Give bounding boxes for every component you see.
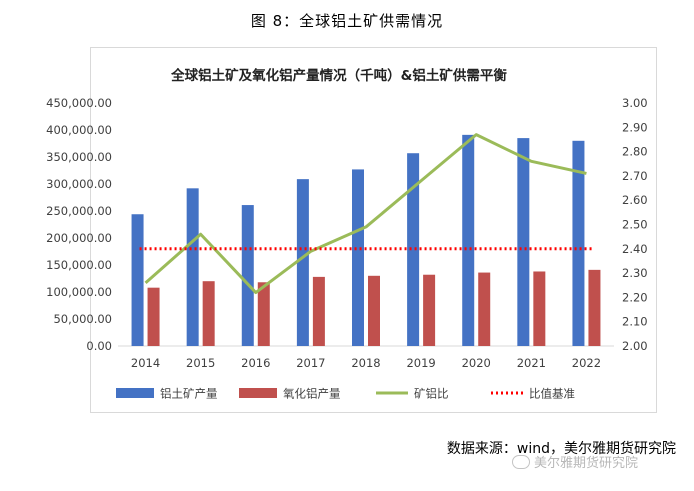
y-left-tick-label: 100,000.00 xyxy=(46,285,112,299)
legend-swatch xyxy=(116,388,154,398)
y-right-tick-label: 2.00 xyxy=(622,339,648,353)
y-right-tick-label: 2.10 xyxy=(622,315,648,329)
bar-bauxite xyxy=(241,205,254,346)
chart-frame xyxy=(90,47,657,413)
bar-alumina xyxy=(423,274,436,346)
bar-alumina xyxy=(588,269,601,346)
watermark: 美尔雅期货研究院 xyxy=(512,452,638,471)
bar-bauxite xyxy=(352,169,364,346)
bar-alumina xyxy=(478,272,491,346)
x-tick-label: 2021 xyxy=(517,356,546,370)
y-left-tick-label: 250,000.00 xyxy=(46,204,112,218)
bar-bauxite xyxy=(517,138,530,346)
y-left-tick-label: 50,000.00 xyxy=(53,312,112,326)
bar-bauxite xyxy=(462,134,475,346)
bar-bauxite xyxy=(296,179,309,346)
y-right-tick-label: 2.60 xyxy=(622,193,648,207)
x-tick-label: 2016 xyxy=(241,356,270,370)
chart: 全球铝土矿及氧化铝产量情况（千吨）&铝土矿供需平衡 0.00 50,000.00 1… xyxy=(46,67,648,401)
ore-alumina-ratio-line xyxy=(144,133,587,295)
bar-bauxite xyxy=(572,140,585,346)
bar-alumina xyxy=(202,281,215,346)
y-right-tick-label: 3.00 xyxy=(622,96,648,110)
watermark-text: 美尔雅期货研究院 xyxy=(534,456,639,471)
x-tick-label: 2015 xyxy=(186,356,215,370)
y-right-tick-label: 2.70 xyxy=(622,169,648,183)
figure-caption: 图 8：全球铝土矿供需情况 xyxy=(250,12,444,30)
y-left-tick-label: 350,000.00 xyxy=(46,150,112,164)
y-left-tick-label: 450,000.00 xyxy=(46,96,112,110)
y-right-tick-label: 2.30 xyxy=(622,266,648,280)
bar-alumina xyxy=(147,287,160,346)
source-note: 数据来源：wind，美尔雅期货研究院 xyxy=(446,441,676,457)
bar-alumina xyxy=(368,275,380,346)
chart-title: 全球铝土矿及氧化铝产量情况（千吨）&铝土矿供需平衡 xyxy=(170,67,507,84)
y-left-tick-label: 150,000.00 xyxy=(46,258,112,272)
y-right-tick-label: 2.40 xyxy=(622,242,648,256)
y-left-tick-label: 400,000.00 xyxy=(46,123,112,137)
y-right-tick-label: 2.80 xyxy=(622,145,648,159)
x-tick-label: 2014 xyxy=(131,356,160,370)
x-tick-label: 2020 xyxy=(462,356,491,370)
legend-swatch xyxy=(239,388,277,398)
x-tick-label: 2019 xyxy=(406,356,435,370)
x-tick-label: 2018 xyxy=(351,356,380,370)
bar-bauxite xyxy=(131,214,144,346)
bar-bauxite xyxy=(407,153,420,346)
bar-alumina xyxy=(533,271,546,346)
y-right-tick-label: 2.50 xyxy=(622,218,648,232)
legend-label: 氧化铝产量 xyxy=(283,387,341,401)
wechat-icon xyxy=(512,454,530,469)
bar-bauxite xyxy=(186,188,199,346)
y-right-tick-label: 2.90 xyxy=(622,120,648,134)
y-left-tick-label: 300,000.00 xyxy=(46,177,112,191)
x-tick-label: 2022 xyxy=(572,356,601,370)
y-left-tick-label: 200,000.00 xyxy=(46,231,112,245)
bar-alumina xyxy=(257,282,270,346)
y-left-tick-label: 0.00 xyxy=(86,339,112,353)
x-tick-label: 2017 xyxy=(296,356,325,370)
y-right-tick-label: 2.20 xyxy=(622,290,648,304)
legend-label: 铝土矿产量 xyxy=(160,387,218,401)
legend-label: 矿铝比 xyxy=(414,387,449,401)
bar-alumina xyxy=(312,276,325,346)
legend-label: 比值基准 xyxy=(529,387,575,401)
